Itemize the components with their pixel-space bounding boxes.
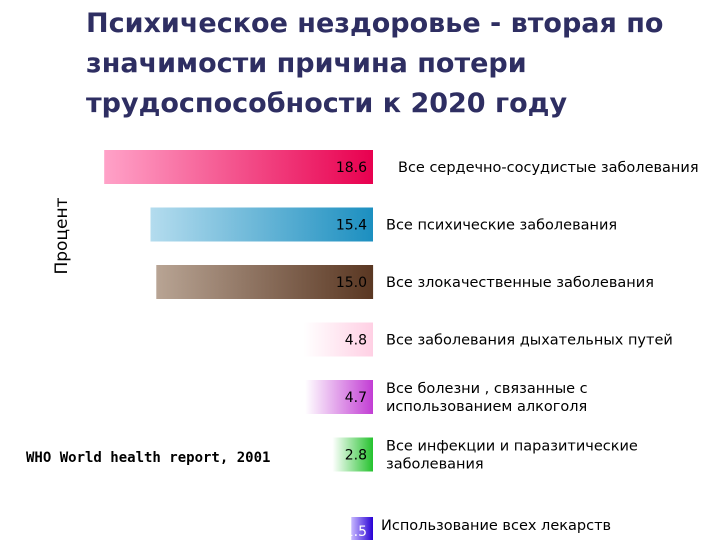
bar-value-label-5: 2.8 xyxy=(345,448,367,464)
bars-group: 18.6 Все сердечно-сосудистые заболевания 1… xyxy=(104,150,699,540)
bar-4 xyxy=(305,380,373,414)
source-note: WHO World health report, 2001 xyxy=(26,450,271,466)
category-label-0: Все сердечно-сосудистые заболевания xyxy=(398,160,699,176)
category-label-4: Все болезни , связанные с использованием … xyxy=(386,381,588,415)
bar-value-label-0: 18.6 xyxy=(336,160,367,176)
bar-value-label-4: 4.7 xyxy=(345,390,367,406)
bar-0 xyxy=(104,150,373,184)
category-label-1: Все психические заболевания xyxy=(386,218,617,234)
bar-6 xyxy=(351,517,373,540)
category-label-3: Все заболевания дыхательных путей xyxy=(386,333,673,349)
bar-value-label-1: 15.4 xyxy=(336,218,367,234)
bar-1 xyxy=(150,207,373,242)
chart-title: Психическое нездоровье - вторая по значи… xyxy=(86,8,664,119)
bar-value-label-6: 1.5 xyxy=(345,524,367,540)
category-label-6: Использование всех лекарств xyxy=(381,518,611,534)
bar-2 xyxy=(156,265,374,299)
category-label-2: Все злокачественные заболевания xyxy=(386,275,654,291)
bar-5 xyxy=(332,437,373,472)
bar-value-label-2: 15.0 xyxy=(336,275,367,291)
category-label-5: Все инфекции и паразитические заболевания xyxy=(386,439,638,473)
bar-3 xyxy=(303,322,373,357)
bar-value-label-3: 4.8 xyxy=(345,333,367,349)
